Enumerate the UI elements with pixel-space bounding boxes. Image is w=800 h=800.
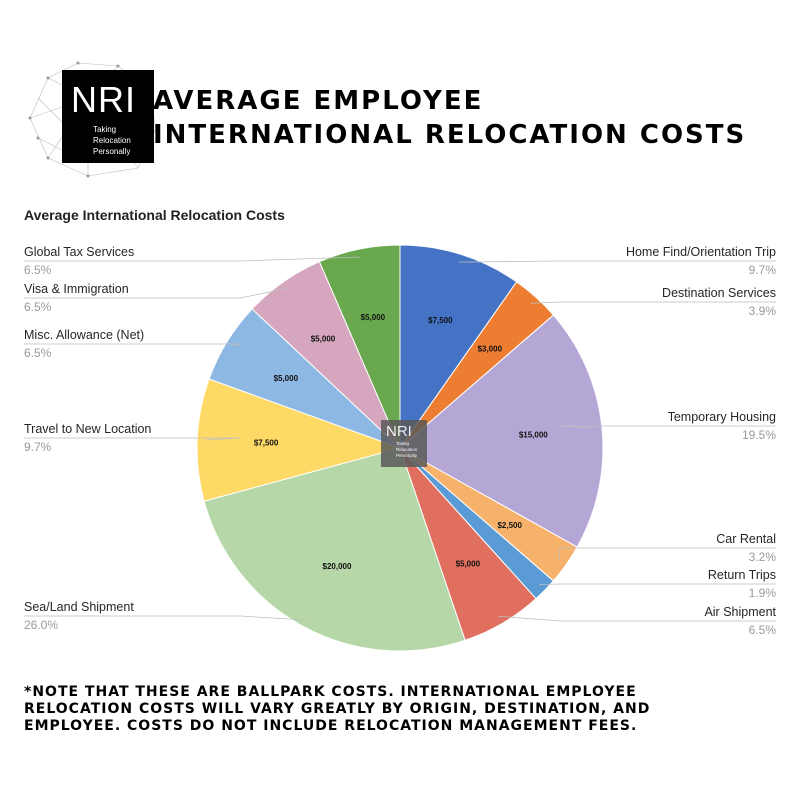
leader-line xyxy=(559,425,776,429)
watermark-tagline-line: Taking xyxy=(396,441,410,446)
category-name: Destination Services xyxy=(662,286,776,300)
pie-slice xyxy=(203,447,466,652)
footnote-line: RELOCATION COSTS WILL VARY GREATLY BY OR… xyxy=(24,701,651,717)
category-percent: 6.5% xyxy=(24,346,52,360)
page-title-line: AVERAGE EMPLOYEE xyxy=(153,86,484,116)
slice-category-label: Car Rental 3.2% xyxy=(716,530,776,566)
category-name: Visa & Immigration xyxy=(24,282,129,296)
category-percent: 6.5% xyxy=(748,623,776,637)
logo-tagline-line: Relocation xyxy=(93,136,131,145)
logo-box: NRI Taking Relocation Personally xyxy=(62,70,154,163)
pie-slice xyxy=(399,314,604,548)
category-name: Misc. Allowance (Net) xyxy=(24,328,145,342)
center-watermark-logo: NRI Taking Relocation Personally xyxy=(381,420,427,467)
slice-category-label: Travel to New Location 9.7% xyxy=(24,420,151,456)
category-name: Temporary Housing xyxy=(667,410,776,424)
leader-line xyxy=(24,437,241,441)
slice-value-label: $5,000 xyxy=(456,560,481,569)
footnote-line: *NOTE THAT THESE ARE BALLPARK COSTS. INT… xyxy=(24,684,637,700)
slice-value-label: $7,500 xyxy=(428,316,453,325)
slice-value-label: $3,000 xyxy=(478,345,503,354)
leader-line xyxy=(24,343,241,347)
page-title-line: INTERNATIONAL RELOCATION COSTS xyxy=(153,120,747,150)
category-percent: 6.5% xyxy=(24,263,52,277)
category-percent: 19.5% xyxy=(741,428,776,442)
watermark-tagline: Taking Relocation Personally xyxy=(396,441,417,459)
watermark-tagline-line: Personally xyxy=(396,453,418,458)
leader-line xyxy=(498,615,776,622)
slice-value-label: $20,000 xyxy=(323,562,352,571)
company-logo: NRI Taking Relocation Personally xyxy=(28,58,158,178)
category-name: Home Find/Orientation Trip xyxy=(625,245,776,259)
category-name: Air Shipment xyxy=(704,605,776,619)
category-percent: 26.0% xyxy=(24,618,59,632)
slice-value-label: $15,000 xyxy=(519,430,548,439)
footnote-line: EMPLOYEE. COSTS DO NOT INCLUDE RELOCATIO… xyxy=(24,718,638,734)
logo-name: NRI xyxy=(71,79,136,120)
slice-category-label: Air Shipment 6.5% xyxy=(704,603,776,639)
slice-value-label: $5,000 xyxy=(274,374,299,383)
slice-category-label: Misc. Allowance (Net) 6.5% xyxy=(24,326,144,362)
slice-category-label: Home Find/Orientation Trip 9.7% xyxy=(626,243,776,279)
slice-value-label: $2,500 xyxy=(497,521,522,530)
category-percent: 6.5% xyxy=(24,300,52,314)
category-name: Return Trips xyxy=(707,568,776,582)
category-percent: 9.7% xyxy=(748,263,776,277)
logo-tagline-line: Personally xyxy=(93,147,131,156)
slice-category-label: Temporary Housing 19.5% xyxy=(668,408,776,444)
watermark-name: NRI xyxy=(386,423,412,440)
watermark-tagline-line: Relocation xyxy=(396,447,418,452)
chart-title: Average International Relocation Costs xyxy=(24,207,285,223)
slice-category-label: Return Trips 1.9% xyxy=(708,566,776,602)
leader-line xyxy=(24,256,361,262)
slice-value-label: $7,500 xyxy=(254,439,279,448)
leader-line xyxy=(539,583,776,585)
slice-category-label: Destination Services 3.9% xyxy=(662,284,776,320)
leader-line xyxy=(530,301,776,304)
category-name: Sea/Land Shipment xyxy=(24,600,134,614)
leader-line xyxy=(458,260,776,263)
leader-line xyxy=(559,547,776,561)
category-percent: 3.9% xyxy=(748,304,776,318)
leader-line xyxy=(24,615,309,621)
logo-tagline-line: Taking xyxy=(93,125,117,134)
category-percent: 3.2% xyxy=(748,550,776,564)
pie-slice xyxy=(196,378,402,502)
page-title: AVERAGE EMPLOYEE INTERNATIONAL RELOCATIO… xyxy=(153,84,746,152)
slice-category-label: Visa & Immigration 6.5% xyxy=(24,280,129,316)
pie-slice xyxy=(318,244,401,449)
category-percent: 1.9% xyxy=(748,586,776,600)
slice-category-label: Global Tax Services 6.5% xyxy=(24,243,134,279)
logo-tagline: Taking Relocation Personally xyxy=(93,124,131,157)
category-percent: 9.7% xyxy=(24,440,52,454)
category-name: Car Rental xyxy=(716,532,776,546)
pie-slice xyxy=(399,244,518,450)
category-name: Global Tax Services xyxy=(24,245,135,259)
footnote: *NOTE THAT THESE ARE BALLPARK COSTS. INT… xyxy=(24,684,724,735)
slice-value-label: $5,000 xyxy=(361,313,386,322)
category-name: Travel to New Location xyxy=(24,422,152,436)
slice-value-label: $5,000 xyxy=(311,334,336,343)
slice-category-label: Sea/Land Shipment 26.0% xyxy=(24,598,134,634)
leader-line xyxy=(24,288,289,299)
